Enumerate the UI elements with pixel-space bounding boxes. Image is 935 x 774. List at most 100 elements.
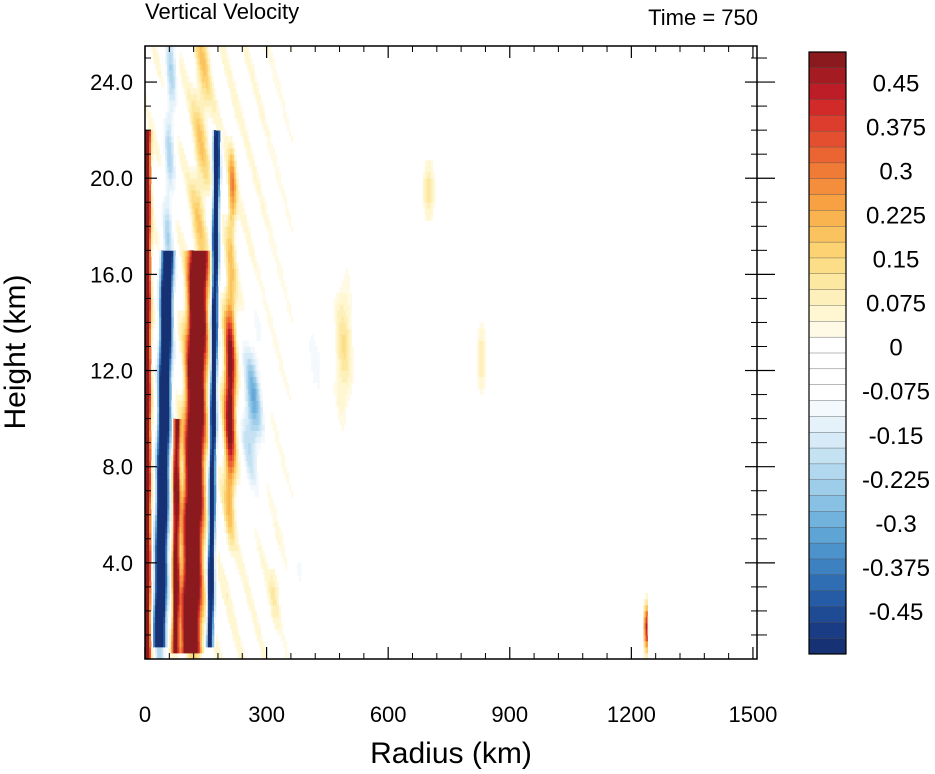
field-cell: [201, 346, 205, 353]
field-cell: [199, 634, 203, 642]
field-cell: [236, 556, 239, 564]
field-cell: [219, 322, 223, 329]
field-cell: [278, 94, 282, 101]
field-cell: [230, 472, 233, 480]
field-cell: [145, 466, 148, 474]
field-cell: [151, 574, 154, 582]
field-cell: [270, 598, 274, 606]
field-cell: [193, 214, 197, 221]
field-cell: [199, 586, 203, 594]
field-cell: [185, 82, 188, 89]
field-cell: [205, 328, 209, 335]
field-cell: [191, 436, 195, 444]
field-cell: [343, 322, 347, 329]
field-cell: [244, 580, 247, 588]
field-cell: [167, 118, 170, 125]
field-cell: [339, 316, 342, 323]
field-cell: [280, 460, 284, 468]
field-cell: [197, 394, 201, 401]
field-cell: [171, 544, 174, 552]
field-cell: [234, 442, 237, 450]
field-cell: [189, 514, 193, 522]
field-cell: [175, 88, 178, 95]
field-cell: [161, 484, 164, 492]
field-cell: [183, 316, 186, 323]
field-cell: [274, 598, 278, 606]
field-cell: [193, 376, 197, 383]
field-cell: [175, 598, 178, 606]
field-cell: [159, 478, 162, 486]
field-cell: [181, 364, 184, 371]
field-cell: [250, 376, 253, 383]
field-cell: [171, 520, 174, 528]
colorbar-swatch: [808, 273, 847, 291]
field-cell: [149, 184, 152, 191]
field-cell: [149, 616, 152, 624]
field-cell: [149, 214, 152, 221]
field-cell: [187, 598, 190, 606]
field-cell: [203, 592, 207, 600]
field-cell: [347, 298, 351, 305]
field-cell: [181, 496, 184, 504]
field-cell: [185, 76, 188, 83]
field-cell: [155, 604, 158, 612]
field-cell: [343, 280, 347, 287]
field-cell: [169, 508, 172, 516]
field-cell: [209, 94, 213, 101]
field-cell: [185, 592, 188, 600]
field-cell: [167, 562, 170, 570]
field-cell: [264, 214, 267, 221]
field-cell: [185, 358, 188, 365]
field-cell: [232, 460, 235, 468]
field-cell: [191, 388, 195, 395]
field-cell: [193, 490, 197, 498]
field-cell: [155, 238, 158, 245]
field-cell: [189, 280, 193, 287]
field-cell: [159, 634, 162, 642]
field-cell: [254, 526, 257, 534]
field-cell: [252, 346, 255, 353]
field-cell: [147, 604, 150, 612]
field-cell: [213, 400, 217, 407]
field-cell: [274, 574, 278, 582]
y-axis-ticks: 4.08.012.016.020.024.0: [90, 57, 775, 636]
field-cell: [203, 154, 207, 161]
field-cell: [236, 262, 239, 269]
field-cell: [167, 466, 170, 474]
field-cell: [335, 316, 338, 323]
field-cell: [252, 472, 255, 480]
field-cell: [246, 412, 249, 420]
field-cell: [189, 370, 193, 377]
field-cell: [228, 382, 231, 389]
field-cell: [151, 400, 154, 407]
field-cell: [179, 640, 182, 648]
field-cell: [226, 370, 229, 377]
field-cell: [177, 496, 180, 504]
field-cell: [226, 418, 229, 426]
field-cell: [234, 436, 237, 444]
field-cell: [313, 364, 316, 371]
field-cell: [213, 484, 217, 492]
field-cell: [288, 310, 292, 317]
field-cell: [222, 322, 225, 329]
x-tick-label: 1500: [728, 702, 777, 727]
field-cell: [236, 214, 239, 221]
field-cell: [209, 604, 213, 612]
field-cell: [187, 184, 190, 191]
field-cell: [191, 448, 195, 456]
field-cell: [280, 448, 284, 456]
field-cell: [157, 304, 160, 311]
field-cell: [189, 298, 193, 305]
field-cell: [252, 166, 255, 173]
field-cell: [193, 220, 197, 227]
field-cell: [211, 232, 215, 239]
field-cell: [199, 622, 203, 630]
field-cell: [228, 472, 231, 480]
field-cell: [313, 376, 316, 383]
field-cell: [185, 466, 188, 474]
field-cell: [185, 292, 188, 299]
field-cell: [226, 142, 229, 149]
field-cell: [246, 580, 249, 588]
field-cell: [149, 466, 152, 474]
field-cell: [181, 568, 184, 576]
